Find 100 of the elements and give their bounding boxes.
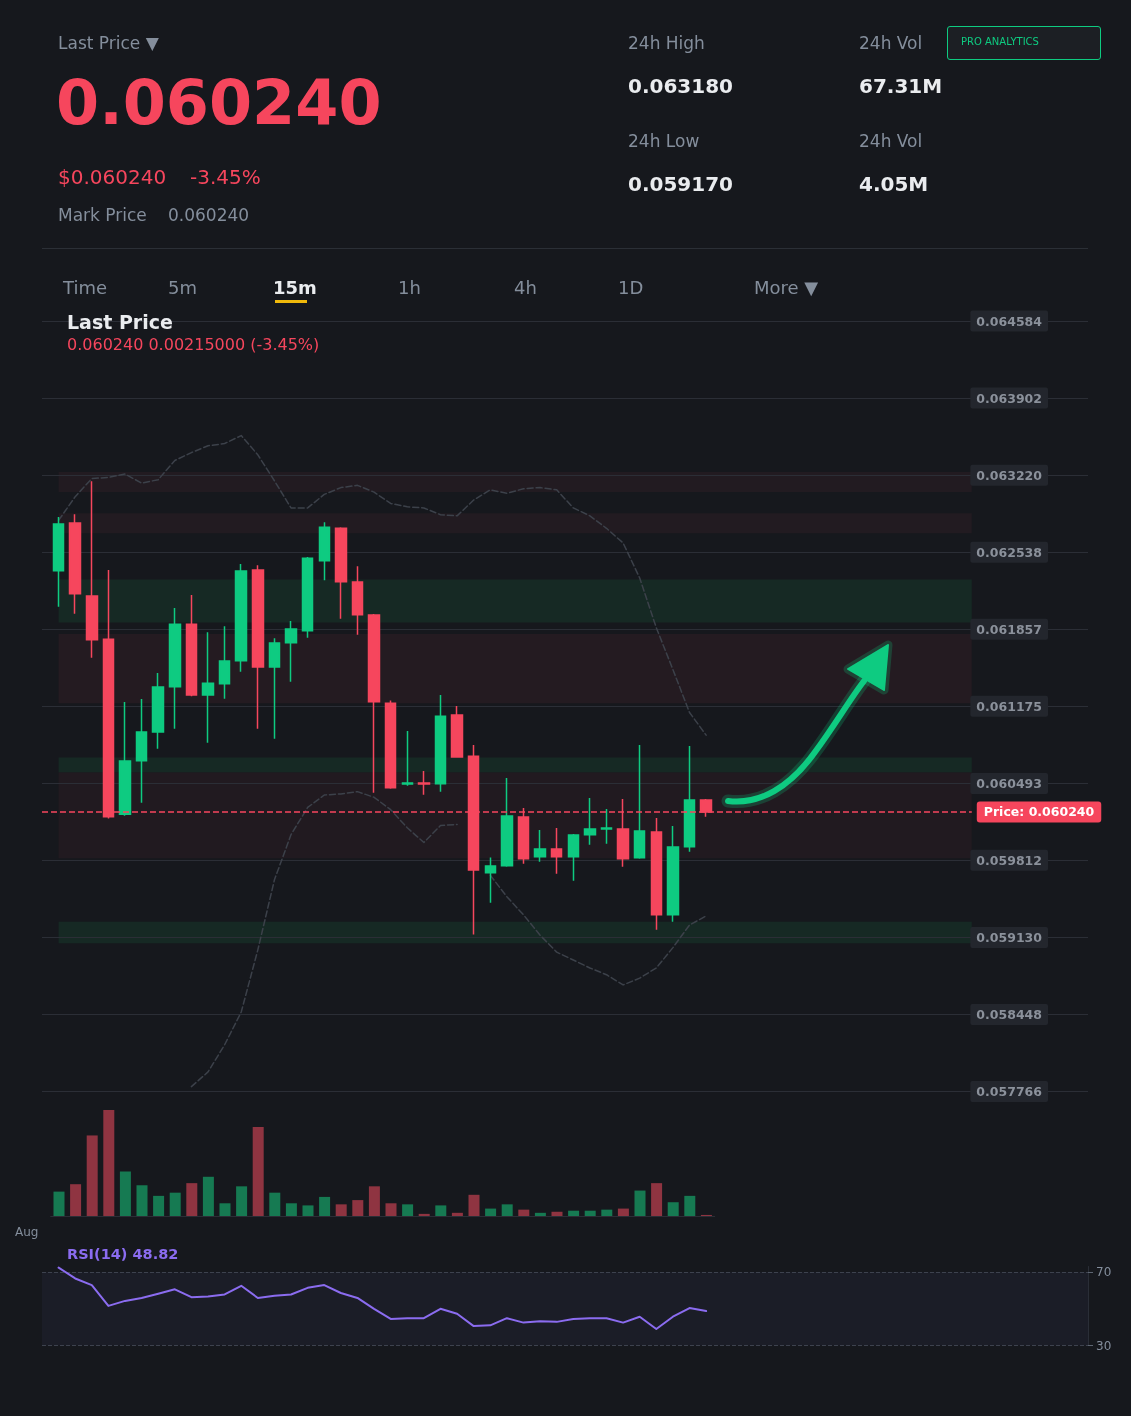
candlestick [234, 563, 248, 673]
bar [368, 1186, 380, 1216]
bar [667, 1202, 679, 1216]
ref-line-label: Price: 0.060240 [983, 804, 1095, 820]
line-series [57, 434, 707, 736]
text: 24h Vol [859, 130, 923, 151]
y-tick-label: 0.059130 [976, 929, 1043, 945]
text: $0.060240 [58, 165, 167, 189]
text: -3.45% [190, 165, 261, 189]
candlestick [600, 808, 613, 845]
text: 0.059170 [628, 172, 734, 196]
candlestick [318, 521, 331, 581]
y-tick-label: 30 [1096, 1338, 1112, 1353]
bar [169, 1192, 181, 1216]
text: 0.060240 0.00215000 (-3.45%) [67, 334, 320, 354]
line-series [57, 1266, 708, 1331]
candlestick [500, 777, 514, 868]
bar [385, 1203, 397, 1216]
text: 1h [398, 277, 421, 298]
y-tick-label: 0.061175 [976, 698, 1042, 714]
bar [601, 1209, 613, 1216]
candlestick [484, 856, 497, 904]
chart-title: Last Price [67, 310, 173, 333]
candlestick [284, 620, 298, 683]
text: 24h Vol [859, 32, 923, 53]
text: 5m [168, 277, 197, 298]
text: 4.05M [859, 172, 929, 196]
y-tick-label: 0.063902 [976, 390, 1042, 406]
bar [568, 1210, 580, 1216]
y-tick-label: 0.057766 [976, 1084, 1043, 1100]
candlestick [567, 833, 580, 882]
candlestick [533, 829, 547, 863]
candlestick [301, 556, 314, 639]
candlestick [251, 564, 265, 730]
candlestick [52, 516, 65, 608]
bar [186, 1183, 198, 1216]
bar [584, 1210, 596, 1216]
candlestick [151, 672, 165, 750]
text: Aug [15, 1225, 39, 1239]
candlestick [434, 694, 447, 793]
candlestick [417, 770, 431, 796]
bar [219, 1203, 231, 1216]
bar [319, 1196, 331, 1216]
bar [70, 1184, 82, 1216]
bar [352, 1200, 364, 1216]
y-tick-label: 0.060493 [976, 775, 1042, 791]
candlestick [135, 698, 148, 804]
text: Last Price ▼ [58, 32, 159, 53]
y-tick-label: 0.063220 [976, 467, 1043, 483]
button: PRO ANALYTICS [947, 26, 1101, 60]
candlestick [334, 526, 348, 620]
bar [302, 1205, 314, 1216]
text: 0.063180 [628, 74, 734, 98]
bar [285, 1203, 297, 1216]
bar [634, 1190, 646, 1216]
candlestick [68, 513, 82, 615]
candlestick [633, 744, 646, 860]
candlestick [683, 745, 696, 853]
bar [501, 1204, 513, 1216]
candlestick [168, 607, 182, 730]
bar [402, 1204, 414, 1216]
text: 24h High [628, 32, 705, 53]
candlestick [185, 594, 198, 697]
bar [136, 1185, 148, 1216]
bar [485, 1208, 497, 1216]
text: 67.31M [859, 74, 943, 98]
text: 1D [618, 277, 644, 298]
candlestick [118, 701, 132, 817]
bar [252, 1126, 264, 1216]
candlestick [650, 817, 663, 931]
bar [86, 1135, 98, 1216]
candlestick [218, 625, 231, 700]
candlestick [583, 797, 597, 846]
candlestick [384, 699, 397, 790]
bar [551, 1211, 563, 1216]
bar [651, 1183, 663, 1216]
candlestick [85, 480, 99, 659]
bar [119, 1171, 131, 1216]
bar [335, 1204, 347, 1216]
text: 4h [514, 277, 537, 298]
bar [418, 1213, 430, 1216]
bar [617, 1208, 629, 1216]
bar [468, 1194, 480, 1216]
candlestick [666, 825, 680, 923]
bar [435, 1205, 447, 1216]
text: Time [63, 277, 108, 298]
bar [103, 1110, 115, 1216]
candlestick [367, 613, 381, 794]
text: Mark Price [58, 204, 147, 225]
y-tick-label: 0.058448 [976, 1007, 1042, 1023]
y-tick-label: 0.064584 [976, 313, 1043, 329]
bar [53, 1191, 65, 1216]
candlestick [550, 827, 563, 875]
candlestick [201, 631, 215, 744]
bar [153, 1195, 165, 1216]
bar [534, 1212, 546, 1216]
y-tick-label: 0.062538 [976, 544, 1042, 560]
bar [269, 1192, 281, 1216]
candlestick [268, 637, 281, 740]
bar [451, 1212, 463, 1216]
